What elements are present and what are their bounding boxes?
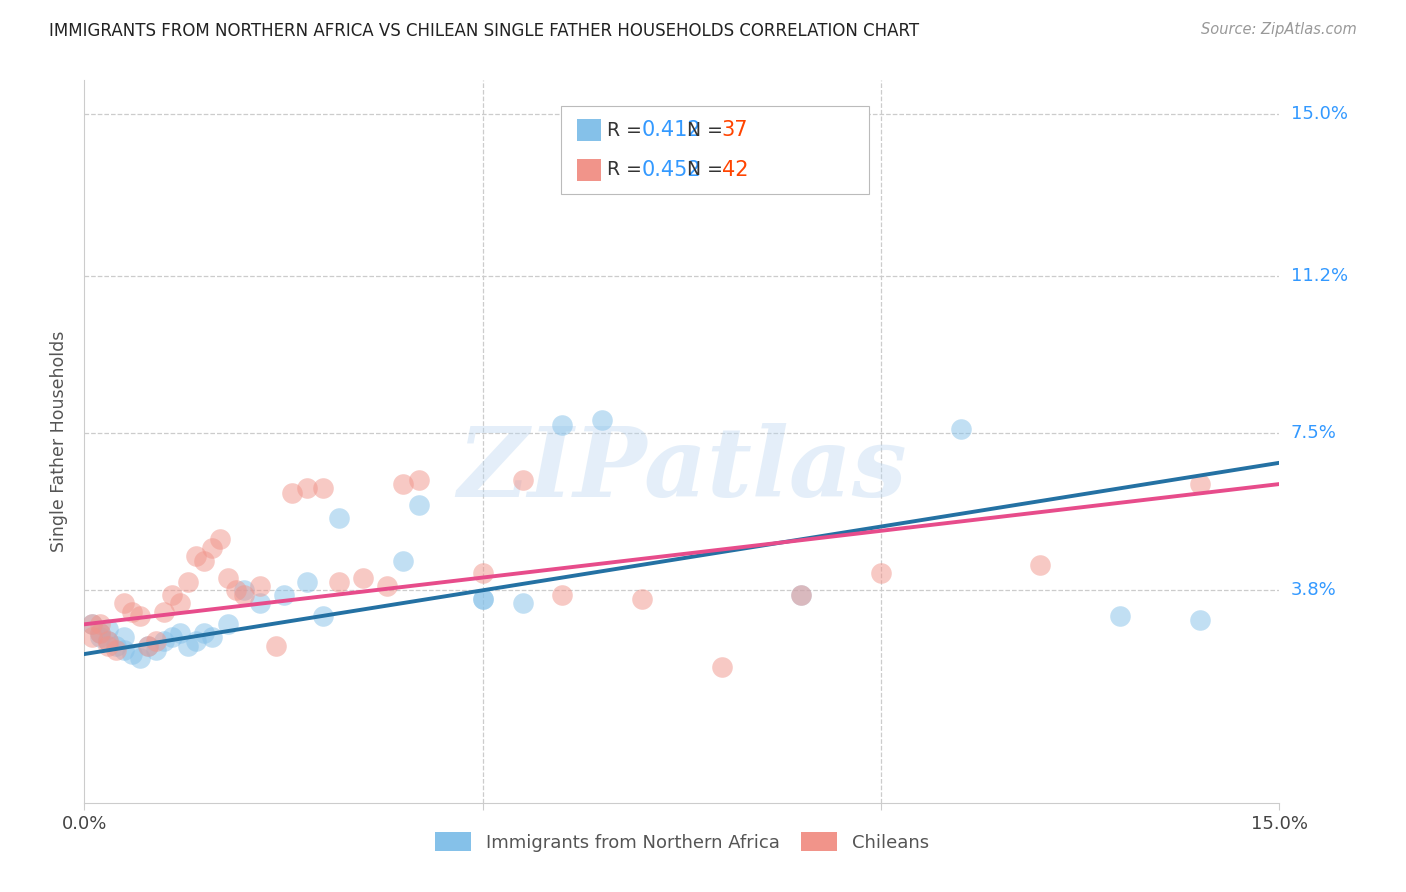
- Point: [145, 634, 167, 648]
- Text: 3.8%: 3.8%: [1291, 582, 1336, 599]
- Point: [408, 498, 430, 512]
- Point: [97, 634, 120, 648]
- Text: 42: 42: [721, 160, 748, 179]
- Point: [193, 625, 215, 640]
- Point: [184, 549, 207, 564]
- Point: [136, 639, 159, 653]
- Point: [169, 625, 191, 640]
- Text: R =: R =: [607, 161, 648, 179]
- Point: [105, 642, 128, 657]
- Point: [312, 481, 335, 495]
- Point: [97, 634, 120, 648]
- Point: [328, 511, 350, 525]
- Point: [82, 617, 104, 632]
- Point: [121, 647, 143, 661]
- Point: [105, 639, 128, 653]
- Point: [89, 617, 111, 632]
- Point: [471, 566, 494, 581]
- Point: [177, 639, 200, 653]
- Point: [1188, 613, 1211, 627]
- Text: 11.2%: 11.2%: [1291, 267, 1348, 285]
- Point: [89, 625, 111, 640]
- Point: [264, 639, 287, 653]
- Text: N =: N =: [686, 161, 728, 179]
- Point: [471, 591, 494, 606]
- Point: [201, 541, 224, 555]
- Point: [312, 608, 335, 623]
- Text: N =: N =: [686, 120, 728, 140]
- Point: [201, 630, 224, 644]
- Point: [1109, 608, 1132, 623]
- Point: [232, 588, 254, 602]
- Point: [136, 639, 159, 653]
- Point: [631, 591, 654, 606]
- Point: [870, 566, 893, 581]
- Point: [790, 588, 813, 602]
- Point: [112, 642, 135, 657]
- Text: ZIPatlas: ZIPatlas: [457, 424, 907, 517]
- Point: [160, 630, 183, 644]
- Point: [273, 588, 295, 602]
- Point: [129, 608, 152, 623]
- Point: [551, 417, 574, 432]
- Point: [249, 596, 271, 610]
- Point: [89, 625, 111, 640]
- Point: [392, 553, 415, 567]
- Point: [249, 579, 271, 593]
- Point: [710, 660, 733, 674]
- Point: [408, 473, 430, 487]
- Point: [97, 639, 120, 653]
- Point: [512, 473, 534, 487]
- Point: [169, 596, 191, 610]
- Point: [280, 485, 302, 500]
- Legend: Immigrants from Northern Africa, Chileans: Immigrants from Northern Africa, Chilean…: [427, 824, 936, 859]
- Point: [97, 622, 120, 636]
- Text: IMMIGRANTS FROM NORTHERN AFRICA VS CHILEAN SINGLE FATHER HOUSEHOLDS CORRELATION : IMMIGRANTS FROM NORTHERN AFRICA VS CHILE…: [49, 22, 920, 40]
- Point: [112, 596, 135, 610]
- Point: [790, 588, 813, 602]
- Point: [121, 605, 143, 619]
- Point: [375, 579, 398, 593]
- Y-axis label: Single Father Households: Single Father Households: [51, 331, 69, 552]
- Point: [193, 553, 215, 567]
- Point: [232, 583, 254, 598]
- Point: [392, 477, 415, 491]
- Point: [328, 574, 350, 589]
- Text: 0.412: 0.412: [643, 120, 702, 140]
- Point: [153, 634, 176, 648]
- Text: 7.5%: 7.5%: [1291, 424, 1337, 442]
- Text: R =: R =: [607, 120, 648, 140]
- Point: [217, 617, 239, 632]
- Point: [184, 634, 207, 648]
- Point: [82, 617, 104, 632]
- Text: Source: ZipAtlas.com: Source: ZipAtlas.com: [1201, 22, 1357, 37]
- Point: [217, 570, 239, 584]
- Point: [160, 588, 183, 602]
- Point: [129, 651, 152, 665]
- Text: 15.0%: 15.0%: [1291, 105, 1347, 123]
- Point: [112, 630, 135, 644]
- Point: [208, 533, 231, 547]
- Point: [82, 630, 104, 644]
- Point: [352, 570, 374, 584]
- Point: [89, 630, 111, 644]
- Point: [153, 605, 176, 619]
- Point: [1029, 558, 1052, 572]
- Point: [297, 481, 319, 495]
- Text: 0.452: 0.452: [643, 160, 702, 179]
- Point: [949, 422, 972, 436]
- Point: [471, 591, 494, 606]
- Point: [591, 413, 613, 427]
- Point: [225, 583, 247, 598]
- Point: [297, 574, 319, 589]
- Point: [551, 588, 574, 602]
- Text: 37: 37: [721, 120, 748, 140]
- Point: [1188, 477, 1211, 491]
- Point: [177, 574, 200, 589]
- Point: [512, 596, 534, 610]
- Point: [145, 642, 167, 657]
